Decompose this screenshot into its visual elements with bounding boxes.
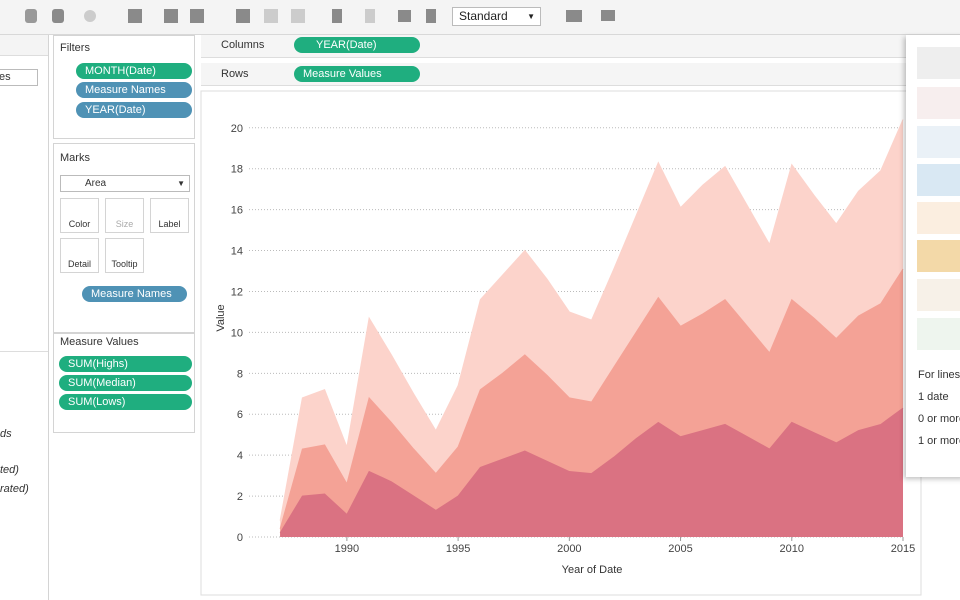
requirement: 1 or more [918,435,960,447]
chart-thumb[interactable] [917,318,960,350]
toolbar: Standard ▼ [0,0,960,35]
filters-card: Filters MONTH(Date) Measure Names YEAR(D… [53,35,195,139]
data-pane: es ds ted) rated) [0,35,49,600]
y-axis-title: Value [215,304,227,331]
card-title: Measure Values [60,336,139,348]
show-me-panel: For lines 1 date 0 or more 1 or more [906,35,960,477]
area-edge [279,119,904,521]
x-tick-label: 2000 [557,543,581,555]
card-title: Filters [60,42,90,54]
x-axis-title: Year of Date [562,564,623,576]
field-fragment: rated) [0,483,29,495]
measure-values-card: Measure Values SUM(Highs) SUM(Median) SU… [53,333,195,433]
icon[interactable] [25,9,37,23]
filter-pill[interactable]: MONTH(Date) [76,63,192,79]
icon[interactable] [291,9,305,23]
icon[interactable] [398,10,411,22]
y-tick-label: 16 [231,205,243,217]
y-tick-label: 2 [237,491,243,503]
measure-pill[interactable]: SUM(Median) [59,375,192,391]
shelf-label: Rows [221,68,249,80]
y-tick-label: 12 [231,286,243,298]
shelf-label: Columns [221,39,265,51]
detail-button[interactable]: Detail [60,238,99,273]
marks-card: Marks Area ▼ Color Size Label Detail Tool… [53,143,195,333]
chart-thumb[interactable] [917,126,960,158]
icon[interactable] [426,9,436,23]
y-tick-label: 8 [237,368,243,380]
area-edge [279,268,904,529]
x-tick-label: 2005 [668,543,692,555]
columns-shelf: Columns YEAR(Date) [201,35,960,58]
chart-thumb[interactable] [917,47,960,79]
icon[interactable] [332,9,342,23]
rows-pill[interactable]: Measure Values [294,66,420,82]
chart-thumb[interactable] [917,87,960,119]
icon[interactable] [84,10,96,22]
x-tick-label: 2015 [891,543,915,555]
area-edge [279,407,904,534]
y-tick-label: 10 [231,327,243,339]
chart-thumb[interactable] [917,164,960,196]
icon[interactable] [164,9,178,23]
pane-header [0,35,48,56]
x-tick-label: 2010 [780,543,804,555]
y-tick-label: 18 [231,164,243,176]
y-tick-label: 6 [237,409,243,421]
filter-pill[interactable]: YEAR(Date) [76,102,192,118]
y-tick-label: 14 [231,246,243,258]
y-tick-label: 4 [237,450,243,462]
dropdown-text: es [0,71,11,83]
measure-pill[interactable]: SUM(Lows) [59,394,192,410]
x-tick-label: 1990 [335,543,359,555]
source-dropdown[interactable]: es [0,69,38,86]
mark-type-dropdown[interactable]: Area ▼ [60,175,190,192]
x-tick-label: 1995 [446,543,470,555]
fit-dropdown[interactable]: Standard ▼ [452,7,541,26]
tooltip-button[interactable]: Tooltip [105,238,144,273]
y-tick-label: 0 [237,532,243,544]
requirement: 1 date [918,391,949,403]
area [280,408,904,537]
size-button[interactable]: Size [105,198,144,233]
chart-thumb[interactable] [917,202,960,234]
chart-thumb[interactable] [917,240,960,272]
color-pill[interactable]: Measure Names [82,286,187,302]
y-tick-label: 20 [231,123,243,135]
divider [0,351,48,352]
label-button[interactable]: Label [150,198,189,233]
icon[interactable] [236,9,250,23]
card-title: Marks [60,152,90,164]
icon[interactable] [365,9,375,23]
icon[interactable] [264,9,278,23]
show-me-hint: For lines [918,369,960,381]
icon[interactable] [52,9,64,23]
field-fragment: ted) [0,464,19,476]
field-fragment: ds [0,428,12,440]
icon[interactable] [601,10,615,21]
icon[interactable] [128,9,142,23]
chart-thumb[interactable] [917,279,960,311]
requirement: 0 or more [918,413,960,425]
measure-pill[interactable]: SUM(Highs) [59,356,192,372]
plot: 0 2 4 6 8 10 12 14 16 18 20 1990 1995 2000 2005 2010 201… [231,119,915,555]
filter-pill[interactable]: Measure Names [76,82,192,98]
icon[interactable] [190,9,204,23]
fit-value: Standard [459,9,508,23]
icon[interactable] [566,10,582,22]
rows-shelf: Rows Measure Values [201,63,960,86]
columns-pill[interactable]: YEAR(Date) [294,37,420,53]
color-button[interactable]: Color [60,198,99,233]
mark-type: Area [85,178,107,189]
